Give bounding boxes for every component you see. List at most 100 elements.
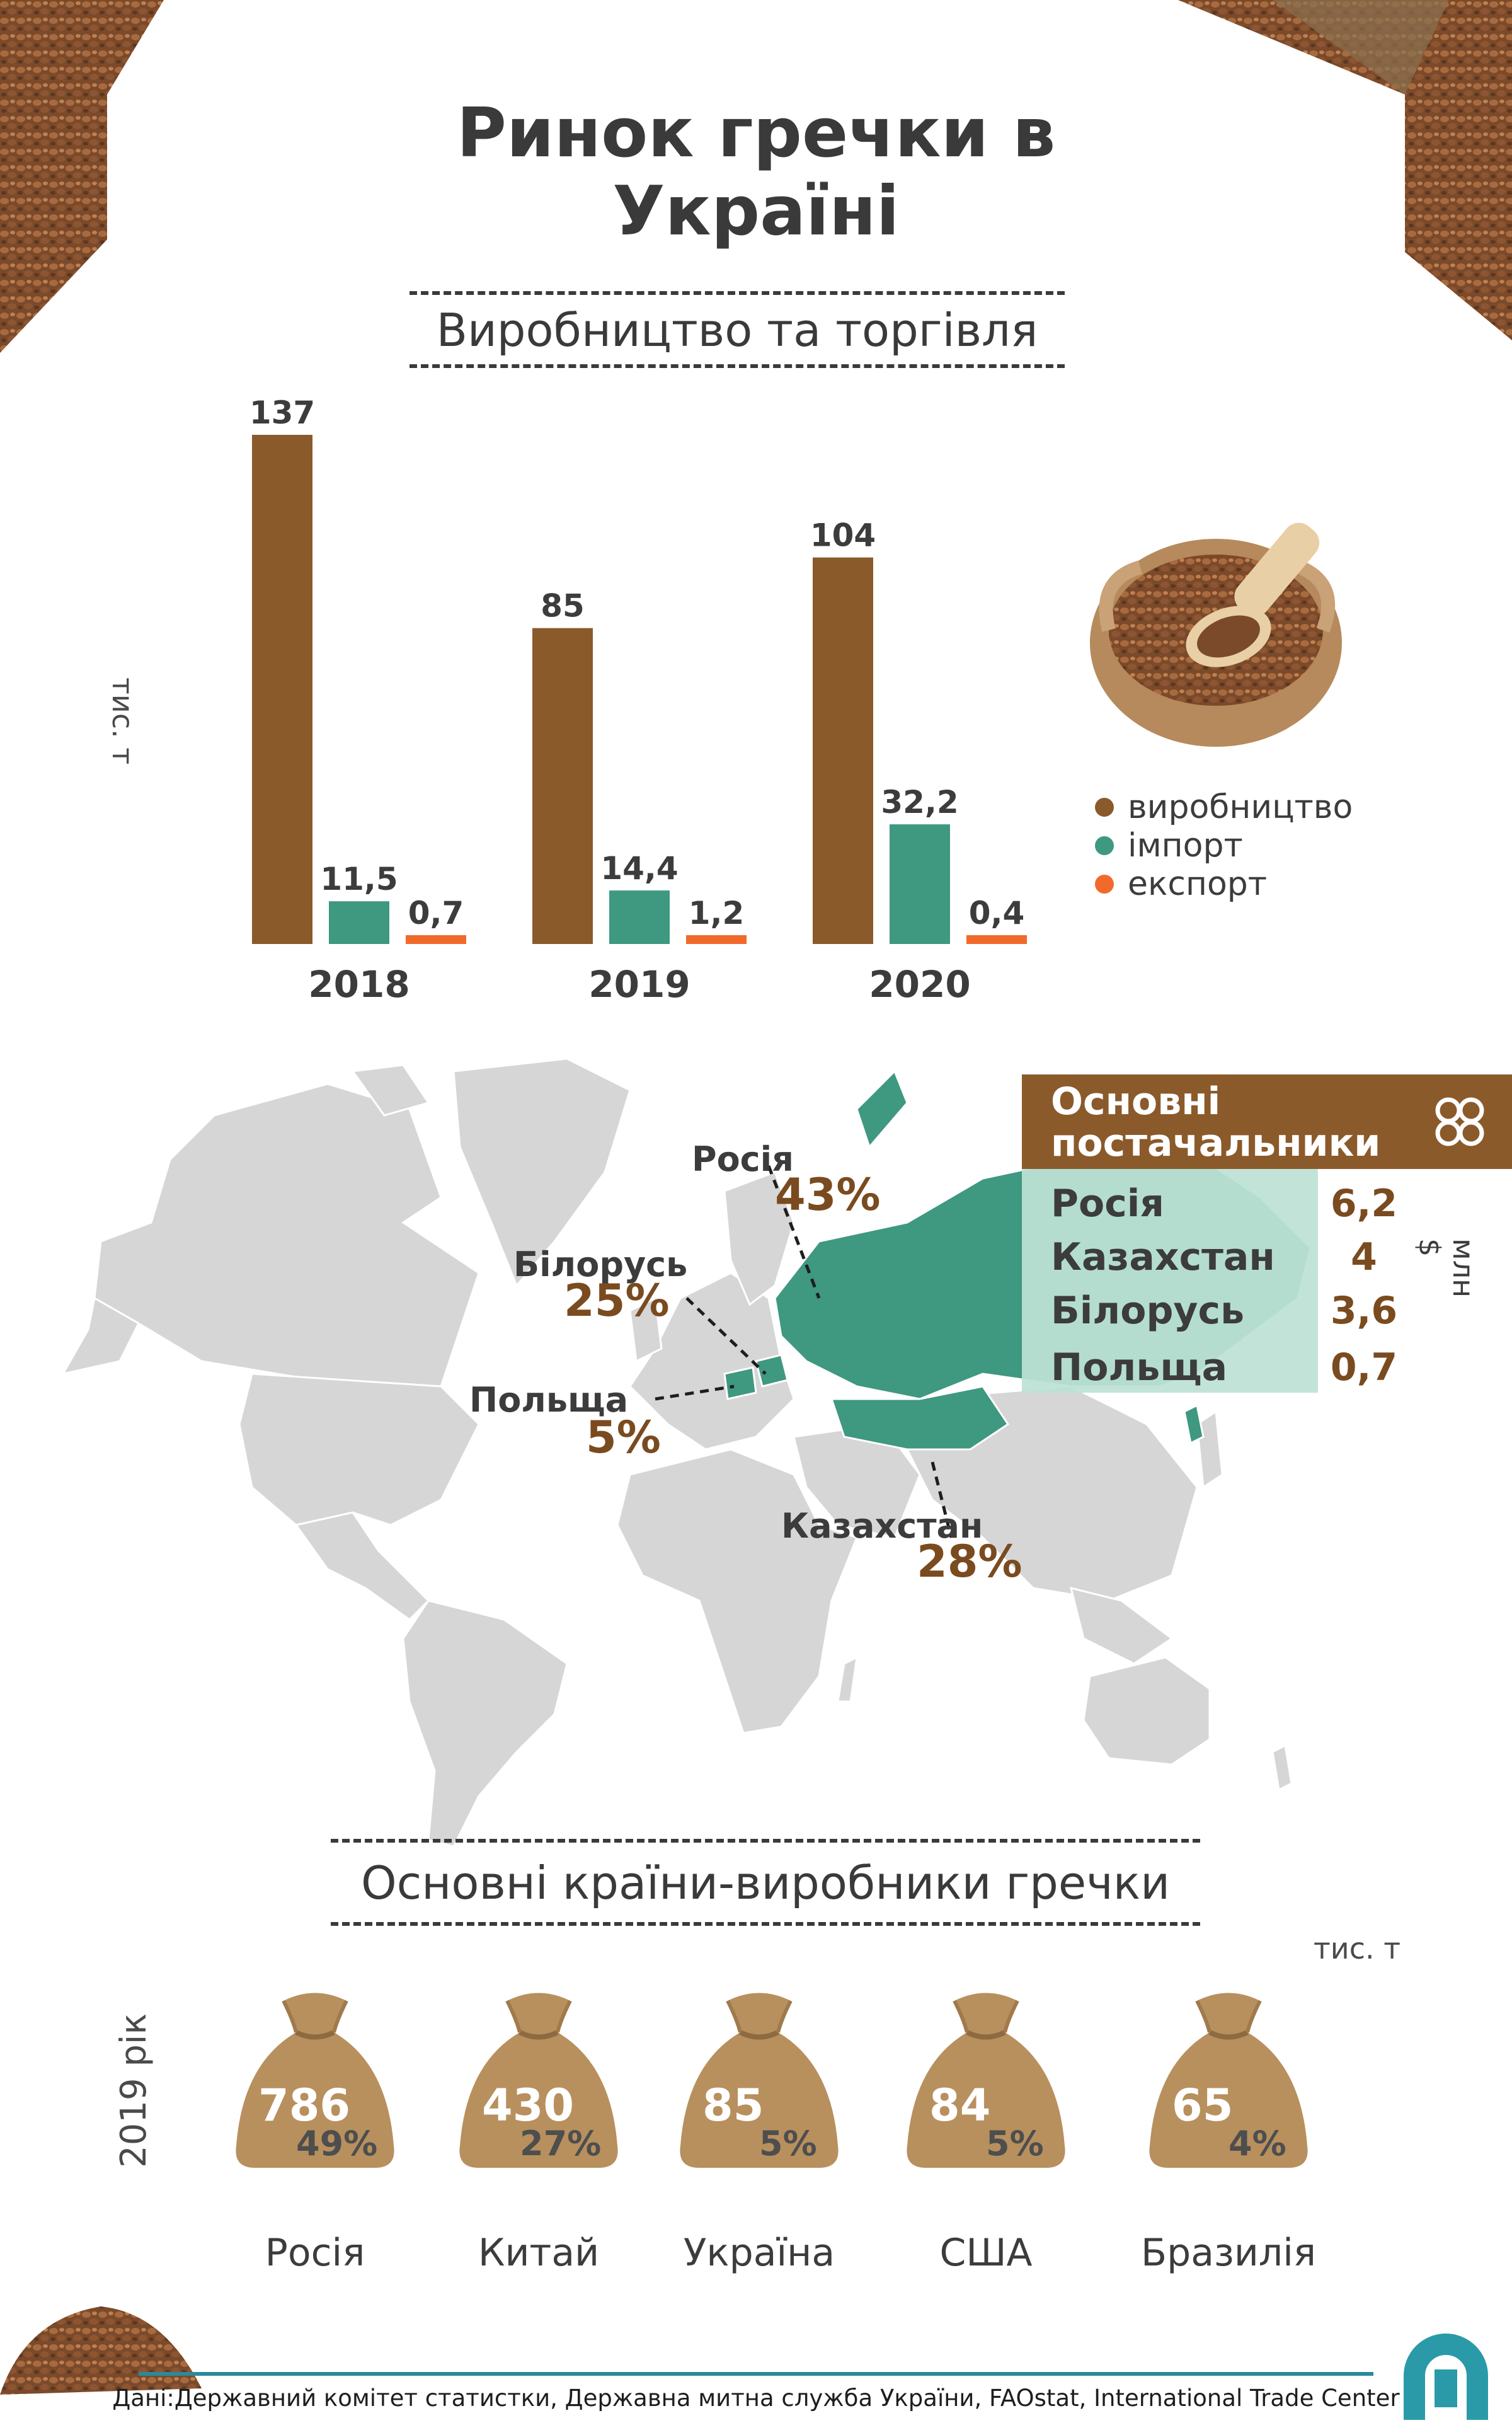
legend-item-production: виробництво (1095, 788, 1353, 826)
buckwheat-corner-left-image (0, 0, 164, 353)
supplier-name-belarus: Білорусь (1051, 1289, 1245, 1333)
section-title-production-trade: Виробництво та торгівля (410, 291, 1065, 368)
clover-icon (1435, 1097, 1484, 1146)
bar-label-import-2020: 32,2 (881, 784, 958, 820)
legend-item-export: експорт (1095, 865, 1353, 903)
bag-country-usa: США (939, 2231, 1033, 2275)
map-south-america (402, 1599, 568, 1848)
map-japan (1196, 1410, 1223, 1489)
legend-label-import: імпорт (1128, 826, 1243, 865)
bag-value-china: 430 (482, 2080, 575, 2131)
category-label-2019: 2019 (588, 963, 690, 1006)
bag-share-brazil: 4% (1228, 2124, 1286, 2163)
bar-label-import-2018: 11,5 (320, 861, 398, 897)
map-poland (723, 1366, 757, 1400)
bag-brazil (1137, 1982, 1320, 2171)
map-share-russia: 43% (775, 1169, 881, 1221)
map-label-belarus: Білорусь (513, 1245, 688, 1284)
legend-swatch-production (1095, 797, 1114, 817)
bag-usa (895, 1982, 1077, 2171)
map-alaska (61, 1296, 140, 1376)
supplier-name-russia: Росія (1051, 1182, 1164, 1226)
bar-label-import-2019: 14,4 (600, 850, 678, 887)
bar-label-production-2020: 104 (810, 517, 876, 554)
map-sakhalin (1183, 1403, 1205, 1445)
map-novaya-zemlya (856, 1069, 908, 1149)
map-label-russia: Росія (692, 1139, 794, 1179)
leader-line-kazakhstan (931, 1461, 953, 1538)
map-share-belarus: 25% (564, 1275, 670, 1327)
leader-line-russia (767, 1165, 821, 1299)
world-map (61, 1057, 1312, 1848)
leader-line-belarus (685, 1297, 767, 1375)
suppliers-unit-label: млн $ (1412, 1238, 1480, 1298)
bag-country-brazil: Бразилія (1140, 2231, 1317, 2275)
bar-production-2018 (252, 435, 312, 944)
supplier-value-russia: 6,2 (1330, 1182, 1398, 1226)
legend-label-production: виробництво (1128, 788, 1353, 826)
bar-label-production-2019: 85 (541, 588, 585, 625)
legend-swatch-export (1095, 874, 1114, 894)
bar-export-2020 (966, 935, 1027, 944)
bar-production-2019 (532, 628, 593, 944)
map-share-kazakhstan: 28% (917, 1536, 1022, 1587)
bag-country-ukraine: Україна (683, 2231, 835, 2275)
brand-logo-icon (1404, 2334, 1488, 2420)
map-canada (93, 1083, 480, 1388)
suppliers-table (1022, 1169, 1318, 1393)
map-kazakhstan (830, 1385, 1010, 1451)
suppliers-title: Основні постачальники (1051, 1079, 1381, 1165)
leader-line-poland (655, 1384, 735, 1401)
page-title: Ринок гречки в Україні (0, 95, 1512, 251)
bag-share-china: 27% (520, 2124, 602, 2163)
supplier-value-belarus: 3,6 (1330, 1289, 1398, 1333)
map-madagascar (837, 1655, 858, 1703)
bag-share-russia: 49% (296, 2124, 378, 2163)
bar-label-export-2020: 0,4 (969, 895, 1025, 931)
map-australia (1082, 1656, 1211, 1766)
sack-icon (680, 1993, 839, 2168)
map-arctic-islands (351, 1064, 430, 1117)
bar-label-export-2018: 0,7 (408, 895, 464, 931)
buckwheat-corner-right-image (1178, 0, 1512, 340)
map-share-poland: 5% (586, 1412, 661, 1463)
map-label-poland: Польща (469, 1380, 629, 1420)
page-title-line1: Ринок гречки в (456, 94, 1056, 173)
bar-import-2020 (890, 824, 950, 944)
bag-value-brazil: 65 (1172, 2080, 1234, 2131)
map-scandinavia (723, 1171, 795, 1306)
map-central-america (294, 1511, 430, 1621)
chart-legend: виробництво імпорт експорт (1095, 788, 1353, 903)
legend-swatch-import (1095, 836, 1114, 855)
map-new-zealand (1271, 1744, 1293, 1792)
map-africa (616, 1448, 858, 1734)
map-label-kazakhstan: Казахстан (781, 1506, 983, 1546)
bag-china (447, 1982, 630, 2171)
bag-ukraine (668, 1982, 850, 2171)
map-greenland (452, 1057, 631, 1287)
buckwheat-sack-image (1090, 522, 1342, 747)
supplier-value-kazakhstan: 4 (1351, 1235, 1377, 1279)
producers-year-label: 2019 рік (113, 2013, 154, 2168)
legend-label-export: експорт (1128, 865, 1268, 903)
sack-icon (236, 1993, 394, 2168)
bar-import-2018 (329, 901, 389, 944)
production-trade-bar-chart: 137 11,5 0,7 2018 85 14,4 1,2 2019 104 32,2 0,4 202… (249, 394, 1027, 1006)
map-southeast-asia (1069, 1586, 1174, 1665)
map-belarus (755, 1354, 789, 1388)
suppliers-header: Основні постачальники (1022, 1074, 1512, 1169)
legend-item-import: імпорт (1095, 826, 1353, 865)
bar-export-2019 (686, 935, 747, 944)
bar-import-2019 (609, 890, 670, 944)
section-title-producers: Основні країни-виробники гречки (331, 1839, 1200, 1926)
bag-value-usa: 84 (929, 2080, 991, 2131)
buckwheat-pile-image (0, 2306, 202, 2395)
bag-value-russia: 786 (258, 2080, 351, 2131)
footer-source: Дані:Державний комітет статистки, Держав… (112, 2385, 1400, 2412)
bar-label-production-2018: 137 (249, 394, 315, 431)
bag-share-ukraine: 5% (759, 2124, 817, 2163)
map-uk (629, 1296, 663, 1363)
bag-country-china: Китай (478, 2231, 600, 2275)
bag-value-ukraine: 85 (702, 2080, 764, 2131)
bar-production-2020 (813, 557, 873, 944)
